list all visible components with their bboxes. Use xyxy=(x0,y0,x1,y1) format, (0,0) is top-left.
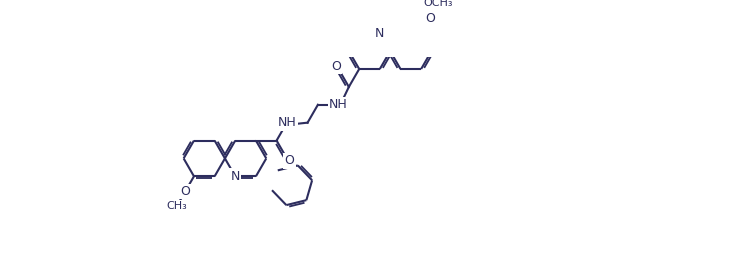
Text: N: N xyxy=(230,170,240,183)
Text: NH: NH xyxy=(278,116,296,129)
Text: OCH₃: OCH₃ xyxy=(424,0,453,8)
Text: NH: NH xyxy=(329,98,348,111)
Text: O: O xyxy=(331,60,341,73)
Text: O: O xyxy=(285,154,294,167)
Text: N: N xyxy=(375,27,385,40)
Text: CH₃: CH₃ xyxy=(166,201,187,211)
Text: O: O xyxy=(425,12,435,25)
Text: O: O xyxy=(181,185,190,198)
